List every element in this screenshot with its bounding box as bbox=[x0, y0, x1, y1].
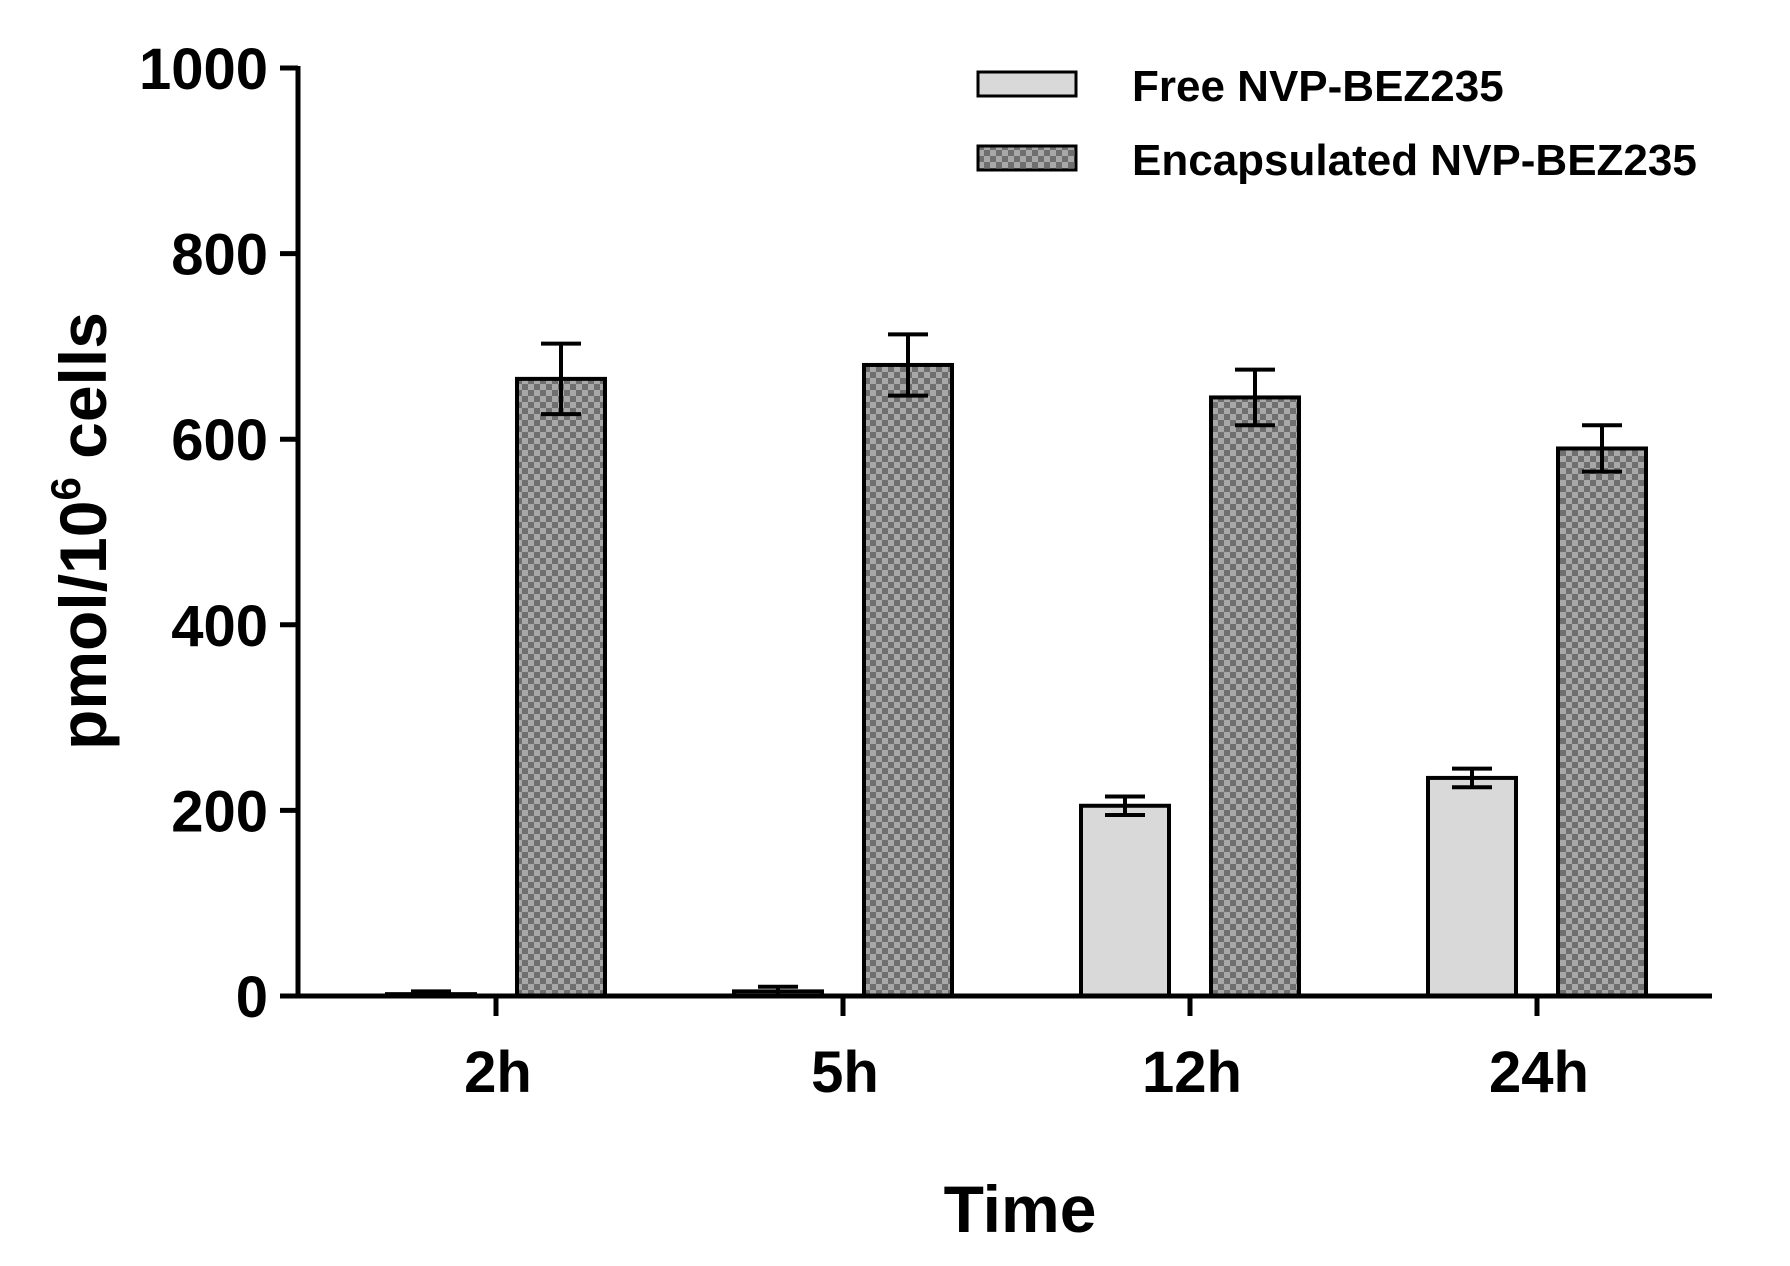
error-bar-encapsulated-24h bbox=[1582, 423, 1622, 474]
y-axis-title-prefix: pmol/10 bbox=[46, 501, 120, 750]
legend: Free NVP-BEZ235 Encapsulated NVP-BEZ235 bbox=[976, 62, 1697, 185]
bar-free-12h bbox=[1079, 803, 1171, 999]
y-tick-label-600: 600 bbox=[171, 408, 268, 473]
error-bar-encapsulated-12h bbox=[1235, 367, 1275, 428]
y-axis-title-suffix: cells bbox=[46, 312, 120, 477]
legend-label-encapsulated: Encapsulated NVP-BEZ235 bbox=[1132, 136, 1697, 185]
bar-encapsulated-5h bbox=[862, 362, 954, 998]
bar-free-24h bbox=[1426, 775, 1518, 998]
bar-encapsulated-2h bbox=[515, 376, 607, 998]
x-tick-label-12h: 12h bbox=[1142, 1040, 1242, 1105]
bar-encapsulated-24h bbox=[1556, 446, 1648, 999]
y-tick-label-200: 200 bbox=[171, 779, 268, 844]
error-bars-group bbox=[411, 332, 1622, 998]
legend-label-free: Free NVP-BEZ235 bbox=[1132, 62, 1504, 111]
y-tick-label-800: 800 bbox=[171, 223, 268, 288]
legend-swatch-encapsulated bbox=[976, 144, 1078, 172]
y-tick-label-0: 0 bbox=[236, 965, 268, 1030]
error-bar-free-12h bbox=[1105, 794, 1145, 818]
error-bar-encapsulated-5h bbox=[888, 332, 928, 398]
bar-encapsulated-12h bbox=[1209, 395, 1301, 998]
error-bar-free-24h bbox=[1452, 766, 1492, 790]
y-axis-title: pmol/106 cells bbox=[42, 312, 120, 750]
x-tick-label-24h: 24h bbox=[1489, 1040, 1589, 1105]
bars-group bbox=[385, 362, 1648, 999]
y-tick-label-1000: 1000 bbox=[139, 37, 268, 102]
x-tick-label-2h: 2h bbox=[464, 1040, 532, 1105]
y-tick-label-400: 400 bbox=[171, 594, 268, 659]
x-axis-title: Time bbox=[944, 1172, 1097, 1246]
x-tick-label-5h: 5h bbox=[811, 1040, 879, 1105]
error-bar-encapsulated-2h bbox=[541, 341, 581, 417]
y-axis-title-superscript: 6 bbox=[42, 477, 89, 500]
legend-swatch-free bbox=[976, 70, 1078, 98]
y-axis-ticks: 0 200 400 600 800 1000 bbox=[139, 37, 298, 1030]
x-axis-ticks: 2h 5h 12h 24h bbox=[464, 996, 1589, 1105]
